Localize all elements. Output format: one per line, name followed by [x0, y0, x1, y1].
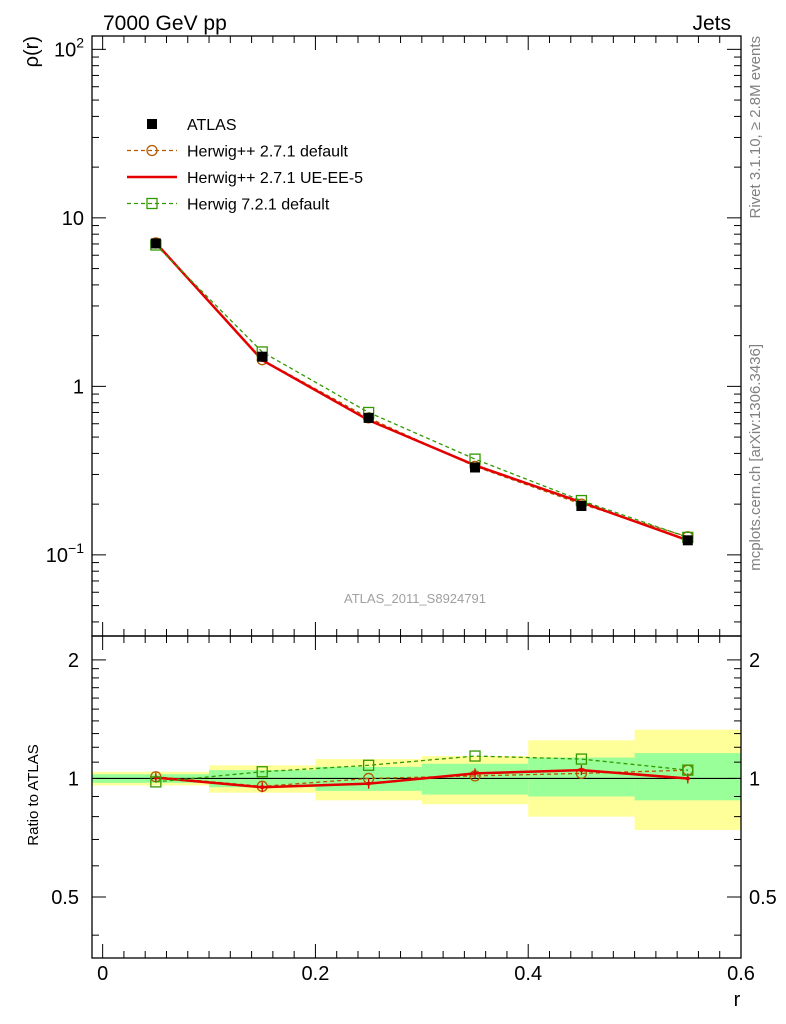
point-marker [260, 785, 265, 790]
x-tick-label: 0.2 [302, 963, 330, 985]
point-marker [685, 776, 690, 781]
series-line [155, 242, 688, 538]
legend-label: Herwig++ 2.7.1 default [187, 144, 349, 161]
analysis-watermark: ATLAS_2011_S8924791 [344, 591, 486, 606]
legend-label: ATLAS [187, 117, 237, 134]
y-tick-label: 10 [62, 208, 84, 230]
ratio-y-tick-label-right: 0.5 [749, 887, 777, 909]
point-marker [473, 771, 478, 776]
square-marker [362, 759, 375, 771]
y-tick-label: 102 [54, 34, 84, 61]
ratio-frame [91, 635, 742, 959]
point-marker [153, 775, 158, 780]
circle-marker [146, 144, 158, 157]
series-line [155, 244, 689, 538]
main-series-group [150, 237, 694, 546]
data-point [682, 535, 693, 546]
square-marker [256, 766, 268, 778]
rivet-info: Rivet 3.1.10, ≥ 2.8M events [747, 36, 764, 219]
legend-label: Herwig++ 2.7.1 UE-EE-5 [187, 170, 363, 187]
legend: ATLAS Herwig++ 2.7.1 default Herwig++ 2.7.… [127, 117, 363, 214]
x-tick-label: 0.6 [727, 963, 755, 985]
series-line [154, 242, 689, 542]
ratio-y-tick-label-left: 0.5 [51, 887, 79, 909]
square-marker [146, 197, 158, 210]
y-axis-title-ratio: Ratio to ATLAS [25, 744, 42, 845]
ratio-uncertainty-bands [92, 729, 741, 830]
data-point [470, 462, 481, 473]
y-tick-label: 10−1 [46, 540, 84, 567]
ratio-y-tick-label-left: 1 [68, 768, 79, 790]
y-axis-title-main: ρ(r) [21, 36, 43, 67]
square-marker [575, 753, 588, 765]
data-point [257, 351, 268, 362]
x-tick-label: 0 [97, 963, 108, 985]
ratio-series-line [155, 769, 688, 787]
ratio-series-line [155, 768, 688, 789]
ratio-y-tick-label-right: 1 [749, 768, 760, 790]
legend-label: Herwig 7.2.1 default [187, 197, 330, 214]
y-tick-label: 1 [73, 376, 84, 398]
square-marker [682, 764, 694, 776]
ratio-series-group [150, 750, 694, 793]
axis-ticks: 0 0.2 0.4 0.6 102 10 1 10−1 2 2 1 1 0.5 0.5 [46, 34, 777, 985]
square-marker [150, 776, 162, 788]
ratio-series-line [155, 755, 688, 783]
ratio-y-tick-label-left: 2 [68, 650, 79, 672]
data-point [363, 412, 374, 423]
x-axis-title: r [734, 989, 741, 1011]
stat-uncertainty-band [421, 763, 529, 795]
header-left: 7000 GeV pp [103, 12, 227, 35]
point-marker [579, 768, 584, 773]
legend-data-marker [147, 119, 157, 129]
header-right: Jets [692, 12, 731, 35]
point-marker [366, 781, 371, 786]
ratio-y-tick-label-right: 2 [749, 650, 760, 672]
data-point [150, 238, 161, 249]
mcplots-info: mcplots.cern.ch [arXiv:1306.3436] [747, 344, 764, 571]
square-marker [469, 750, 481, 762]
data-point [576, 500, 587, 511]
x-tick-label: 0.4 [514, 963, 542, 985]
